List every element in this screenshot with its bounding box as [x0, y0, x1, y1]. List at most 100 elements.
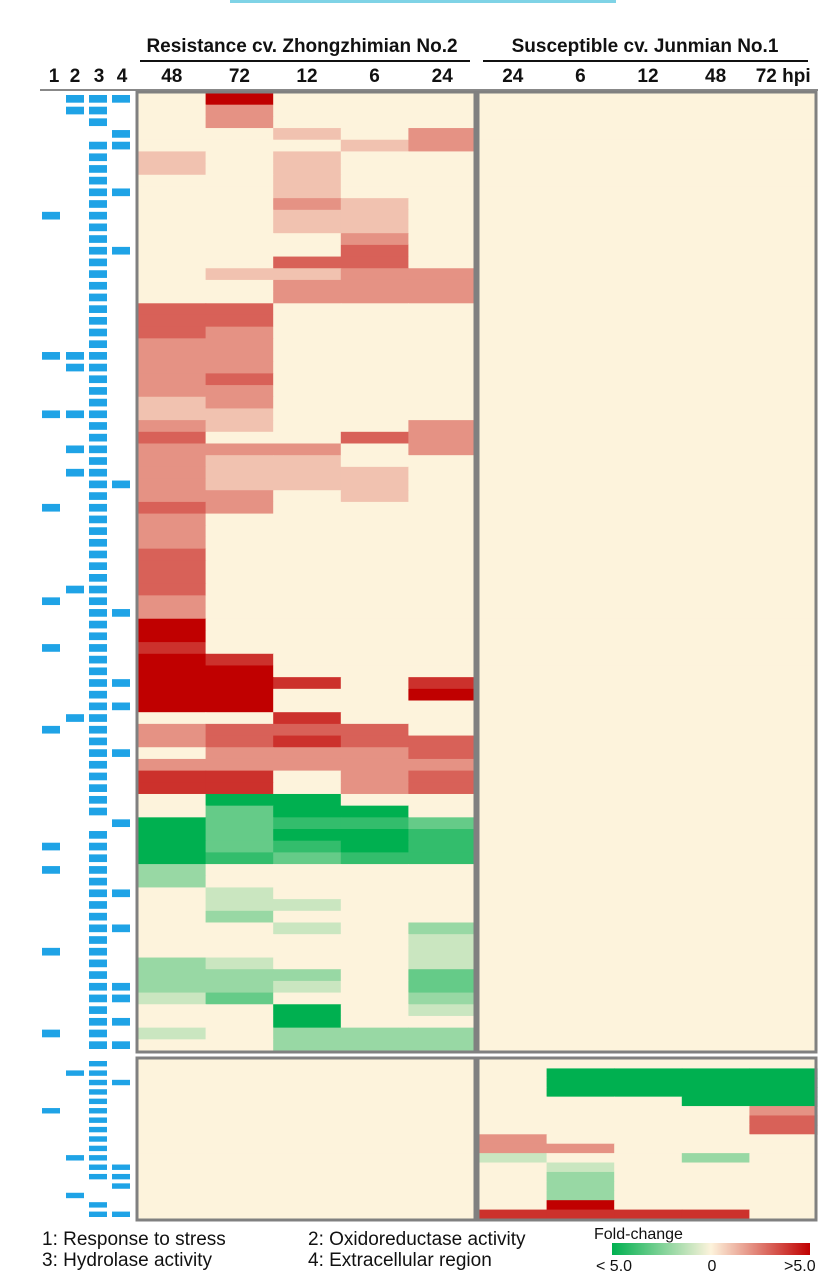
susceptible-cell — [749, 758, 818, 772]
susceptible-cell — [681, 969, 750, 982]
resistant-cell — [138, 980, 207, 994]
resistant-cell — [205, 513, 274, 526]
susceptible-cell — [614, 314, 683, 328]
annotation-mark — [112, 924, 130, 933]
susceptible-cell — [546, 840, 615, 853]
resistant-cell — [273, 244, 342, 258]
susceptible-cell — [681, 536, 750, 550]
resistant-cell — [340, 758, 409, 772]
resistant-cell — [138, 326, 207, 339]
resistant-cell — [138, 992, 207, 1005]
resistant-cell — [340, 560, 409, 573]
resistant-cell — [408, 490, 477, 503]
resistant-bottom-cell — [340, 1106, 409, 1117]
susceptible-cell — [546, 758, 615, 772]
resistant-cell — [340, 478, 409, 491]
susceptible-cell — [546, 899, 615, 912]
resistant-cell — [408, 957, 477, 970]
susceptible-cell — [681, 700, 750, 713]
resistant-cell — [340, 910, 409, 924]
resistant-cell — [408, 934, 477, 947]
susceptible-cell — [479, 233, 548, 246]
annotation-mark — [112, 1079, 130, 1086]
susceptible-cell — [546, 934, 615, 947]
resistant-cell — [340, 186, 409, 199]
resistant-cell — [340, 198, 409, 211]
annotation-columns — [42, 95, 130, 1217]
resistant-cell — [205, 875, 274, 889]
susceptible-bottom-cell — [749, 1190, 818, 1201]
resistant-cell — [340, 840, 409, 853]
resistant-cell — [273, 233, 342, 246]
susceptible-cell — [749, 326, 818, 339]
resistant-cell — [205, 595, 274, 608]
resistant-cell — [273, 607, 342, 620]
susceptible-cell — [681, 186, 750, 199]
susceptible-cell — [614, 466, 683, 480]
susceptible-cell — [479, 723, 548, 737]
resistant-cell — [340, 338, 409, 351]
annotation-mark — [89, 258, 107, 267]
resistant-cell — [408, 396, 477, 410]
annotation-mark — [89, 795, 107, 804]
resistant-cell — [408, 361, 477, 374]
resistant-cell — [138, 233, 207, 246]
susceptible-cell — [681, 560, 750, 573]
resistant-cell — [340, 583, 409, 596]
susceptible-bottom-cell — [681, 1153, 750, 1164]
top-accent-bar — [230, 0, 616, 3]
resistant-cell — [205, 186, 274, 199]
resistant-cell — [205, 443, 274, 456]
resistant-cell — [408, 735, 477, 748]
susceptible-cell — [681, 572, 750, 585]
susceptible-bottom-cell — [749, 1153, 818, 1164]
susceptible-cell — [681, 817, 750, 830]
annotation-mark — [66, 1155, 84, 1161]
susceptible-cell — [479, 852, 548, 865]
susceptible-cell — [749, 244, 818, 258]
resistant-cell — [138, 303, 207, 316]
susceptible-cell — [681, 712, 750, 725]
resistant-cell — [408, 805, 477, 818]
annotation-mark — [89, 1017, 107, 1026]
susceptible-cell — [546, 244, 615, 258]
resistant-cell — [138, 875, 207, 889]
susceptible-cell — [749, 478, 818, 491]
resistant-cell — [340, 455, 409, 468]
resistant-bottom-cell — [340, 1200, 409, 1211]
susceptible-cell — [479, 525, 548, 538]
resistant-cell — [340, 548, 409, 561]
resistant-cell — [138, 93, 207, 106]
susceptible-bottom-cell — [546, 1171, 615, 1182]
susceptible-cell — [614, 899, 683, 912]
susceptible-cell — [479, 174, 548, 188]
annotation-mark — [66, 106, 84, 115]
resistant-cell — [340, 525, 409, 538]
resistant-bottom-cell — [138, 1200, 207, 1211]
resistant-cell — [205, 969, 274, 982]
annotation-mark — [89, 1061, 107, 1067]
susceptible-cell — [546, 490, 615, 503]
susceptible-cell — [479, 303, 548, 316]
susceptible-bottom-cell — [479, 1153, 548, 1164]
resistant-bottom-cell — [205, 1096, 274, 1107]
susceptible-cell — [479, 513, 548, 526]
resistant-cell — [138, 747, 207, 760]
susceptible-cell — [546, 1027, 615, 1040]
annotation-mark — [89, 1006, 107, 1014]
resistant-cell — [205, 303, 274, 316]
susceptible-cell — [546, 221, 615, 234]
resistant-cell — [273, 595, 342, 608]
resistant-bottom-cell — [205, 1200, 274, 1211]
annotation-mark — [89, 457, 107, 465]
susceptible-cell — [479, 887, 548, 900]
susceptible-cell — [681, 805, 750, 818]
resistant-cell — [138, 361, 207, 374]
susceptible-cell — [546, 303, 615, 316]
resistant-cell — [273, 560, 342, 573]
susceptible-cell — [614, 256, 683, 269]
susceptible-cell — [681, 957, 750, 970]
resistant-cell — [340, 747, 409, 760]
resistant-bottom-cell — [273, 1059, 342, 1070]
resistant-bottom-cell — [408, 1171, 477, 1182]
